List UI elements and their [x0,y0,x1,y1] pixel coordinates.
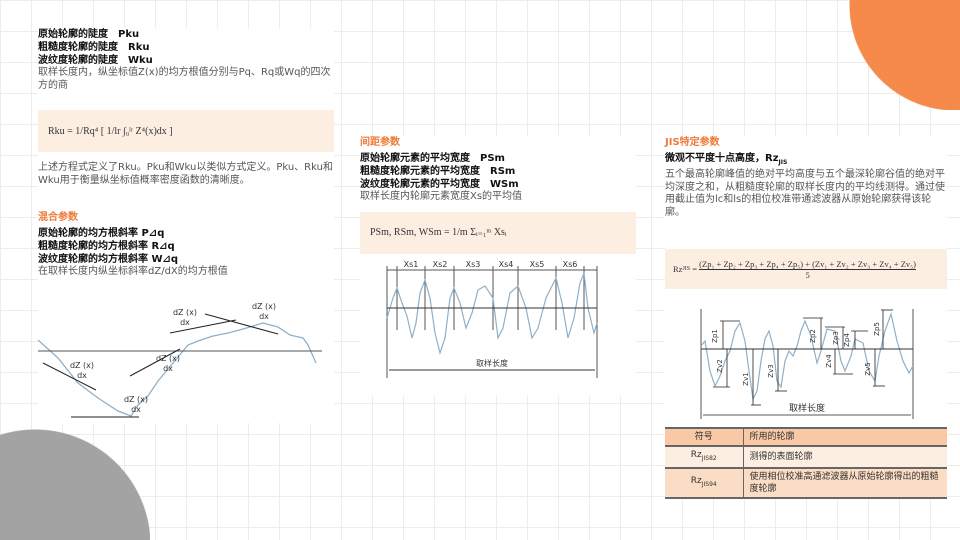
valley-label: Zv2 [716,359,724,372]
sampling-length-label: 取样长度 [789,402,825,414]
table-row: RzJIS82 测得的表面轮廓 [665,446,947,469]
valley-label: Zv4 [825,354,833,368]
kurtosis-desc: 取样长度内，纵坐标值Z(x)的均方根值分别与Pq、Rq或Wq的四次方的商 [38,67,331,91]
header-profile: 所用的轮廓 [743,428,947,447]
jis-title-sub: JIS [778,159,788,166]
segment-label: Xs1 [404,260,419,269]
jis-title-text: 微观不平度十点高度，Rz [665,153,779,164]
profile-table: 符号 所用的轮廓 RzJIS82 测得的表面轮廓 RzJIS94 使用相位校准高… [665,427,947,499]
slope-label: dx [77,371,87,380]
segment-label: Xs4 [499,260,514,269]
table-header: 符号 所用的轮廓 [665,428,947,447]
slope-label: dZ (x) [70,361,94,370]
slope-label: dZ (x) [173,308,197,317]
spacing-heading: 间距参数 [360,137,400,148]
panel-left: 原始轮廓的陡度 Pku 粗糙度轮廓的陡度 Rku 波纹度轮廓的陡度 Wku 取样… [37,28,334,423]
hybrid-line: 粗糙度轮廓的均方根斜率 R⊿q [38,241,175,252]
formula-lhs: Rz [673,264,683,274]
segment-label: Xs6 [563,260,578,269]
slope-label: dx [131,405,141,414]
formula-denominator: 5 [805,269,810,280]
jis-desc: 五个最高轮廓峰值的绝对平均高度与五个最深轮廓谷值的绝对平均深度之和，从粗糙度轮廓… [665,169,945,218]
peak-label: Zp5 [873,322,881,336]
row-symbol: RzJIS82 [665,446,744,469]
spacing-diagram: Xs1 Xs2 Xs3 Xs4 Xs5 Xs6 取样长度 [386,260,598,378]
hybrid-heading: 混合参数 [38,212,78,223]
symbol: Rz [690,475,702,486]
slope-label: dZ (x) [124,395,148,404]
slope-label: dx [180,318,190,327]
segment-label: Xs3 [466,260,481,269]
spacing-line: 粗糙度轮廓元素的平均宽度 RSm [360,166,516,177]
kurtosis-formula: Rku = 1/Rq⁴ [ 1/lr ∫₀ˡʳ Z⁴(x)dx ] [38,110,334,152]
hybrid-line: 原始轮廓的均方根斜率 P⊿q [38,228,165,239]
spacing-line: 原始轮廓元素的平均宽度 PSm [360,153,505,164]
kurtosis-note: 上述方程式定义了Rku。Pku和Wku以类似方式定义。Pku、Rku和Wku用于… [38,162,333,186]
slope-diagram: dZ (x)dx dZ (x)dx dZ (x)dx dZ (x)dx dZ (… [37,302,322,417]
segment-label: Xs5 [530,260,545,269]
peak-label: Zp1 [711,329,719,343]
jis-title: 微观不平度十点高度，RzJIS [665,152,947,169]
segment-label: Xs2 [433,260,448,269]
decor-circle-grey [0,420,150,540]
jis-heading: JIS特定参数 [665,137,720,148]
formula-lhs-sub: JIS [682,266,691,272]
row-symbol: RzJIS94 [665,467,744,499]
peak-label: Zp3 [832,331,840,345]
hybrid-desc: 在取样长度内纵坐标斜率dZ/dX的均方根值 [38,266,228,277]
spacing-line: 波纹度轮廓元素的平均宽度 WSm [360,179,519,190]
decor-circle-orange [800,0,960,110]
slope-label: dZ (x) [252,302,276,311]
spacing-desc: 取样长度内轮廓元素宽度Xs的平均值 [360,191,523,202]
jis-formula: Rz JIS = (Zp₁ + Zp₂ + Zp₃ + Zp₄ + Zp₅) + … [665,249,947,289]
symbol-sub: JIS82 [701,454,717,462]
formula-numerator: (Zp₁ + Zp₂ + Zp₃ + Zp₄ + Zp₅) + (Zv₁ + Z… [699,258,916,270]
slope-label: dZ (x) [156,354,180,363]
kurtosis-line: 波纹度轮廓的陡度 Wku [38,55,153,66]
panel-right: JIS特定参数 微观不平度十点高度，RzJIS 五个最高轮廓峰值的绝对平均高度与… [665,136,947,499]
header-symbol: 符号 [665,428,744,447]
symbol: Rz [690,450,702,460]
hybrid-line: 波纹度轮廓的均方根斜率 W⊿q [38,254,179,265]
slope-label: dx [259,312,269,321]
table-row: RzJIS94 使用相位校准高通滤波器从原始轮廓得出的粗糙度轮廓 [665,467,947,499]
slope-label: dx [163,364,173,373]
kurtosis-line: 粗糙度轮廓的陡度 Rku [38,42,150,53]
row-desc: 使用相位校准高通滤波器从原始轮廓得出的粗糙度轮廓 [743,467,947,499]
valley-label: Zv1 [742,372,750,385]
rz-diagram: Zp1 Zp2 Zp3 Zp4 Zp5 Zv1 Zv2 Zv3 Zv4 Zv5 … [700,309,914,419]
panel-middle: 间距参数 原始轮廓元素的平均宽度 PSm 粗糙度轮廓元素的平均宽度 RSm 波纹… [360,136,636,396]
symbol-sub: JIS94 [701,480,717,488]
peak-label: Zp4 [843,333,851,347]
kurtosis-line: 原始轮廓的陡度 Pku [38,29,140,40]
row-desc: 测得的表面轮廓 [743,446,947,469]
peak-label: Zp2 [809,329,817,343]
spacing-formula: PSm, RSm, WSm = 1/m Σᵢ₌₁ᵐ Xsᵢ [360,211,636,254]
sampling-length-label: 取样长度 [476,358,508,368]
valley-label: Zv3 [767,364,775,377]
valley-label: Zv5 [864,362,872,375]
